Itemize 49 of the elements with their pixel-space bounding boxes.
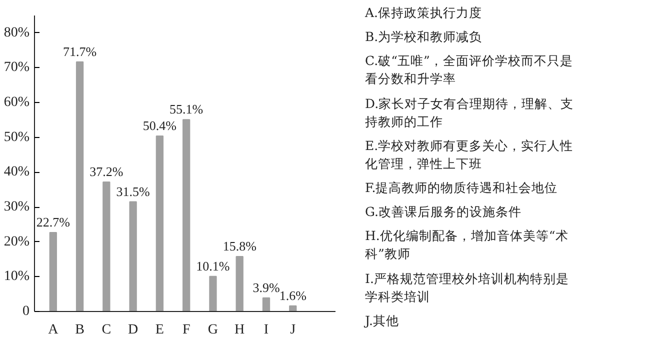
data-label: 1.6% xyxy=(279,288,307,303)
x-tick-label: B xyxy=(75,322,84,338)
x-tick-label: G xyxy=(208,322,218,338)
y-tick-label: 80% xyxy=(4,25,30,40)
data-label: 15.8% xyxy=(222,238,257,254)
data-label: 37.2% xyxy=(90,164,124,179)
y-tick-label: 60% xyxy=(4,95,30,110)
y-tick-label: 0 xyxy=(22,304,30,319)
bar xyxy=(156,135,164,312)
bar xyxy=(182,119,190,312)
x-tick-label: D xyxy=(128,322,138,338)
bar xyxy=(289,305,297,312)
data-label: 50.4% xyxy=(142,118,177,133)
x-tick-label: H xyxy=(234,322,245,338)
y-tick-label: 40% xyxy=(4,164,30,180)
text: H.优化编制配备，增加音体美等“术科”教师 xyxy=(365,227,570,264)
y-tick-label: 10% xyxy=(4,269,30,284)
data-label: 22.7% xyxy=(36,214,70,230)
bar xyxy=(49,232,57,312)
text: G.改善课后服务的设施条件 xyxy=(365,203,523,222)
y-tick-label: 30% xyxy=(4,200,30,215)
bar xyxy=(236,256,244,312)
x-tick-label: J xyxy=(290,322,296,338)
data-label: 31.5% xyxy=(116,184,150,199)
x-tick-label: I xyxy=(264,322,269,338)
text: B.为学校和教师减负 xyxy=(365,28,484,46)
data-label: 3.9% xyxy=(252,280,280,295)
text: E.学校对教师有更多关心，实行人性化管理，弹性上下班 xyxy=(365,136,574,173)
text: F.提高教师的物质待遇和社会地位 xyxy=(365,179,559,197)
text: J.其他 xyxy=(365,312,400,330)
data-label: 10.1% xyxy=(196,258,230,274)
x-tick-label: E xyxy=(155,322,164,338)
text: I.严格规范管理校外培训机构特别是学科类培训 xyxy=(365,270,570,306)
bar xyxy=(76,61,84,312)
y-tick-label: 50% xyxy=(4,130,30,145)
x-tick-label: F xyxy=(182,322,190,338)
x-tick-label: C xyxy=(102,322,112,338)
text: C.破“五唯”，全面评价学校而不只是看分数和升学率 xyxy=(365,52,574,88)
bar xyxy=(262,297,270,312)
y-tick-label: 20% xyxy=(4,234,30,250)
data-label: 71.7% xyxy=(62,44,97,59)
y-tick-label: 70% xyxy=(4,60,30,76)
text: A.保持政策执行力度 xyxy=(365,4,484,22)
bar xyxy=(102,181,110,312)
data-label: 55.1% xyxy=(170,102,204,117)
bar xyxy=(209,276,217,312)
x-tick-label: A xyxy=(48,322,60,338)
bar xyxy=(129,201,137,312)
text: D.家长对子女有合理期待，理解、支持教师的工作 xyxy=(365,94,575,131)
